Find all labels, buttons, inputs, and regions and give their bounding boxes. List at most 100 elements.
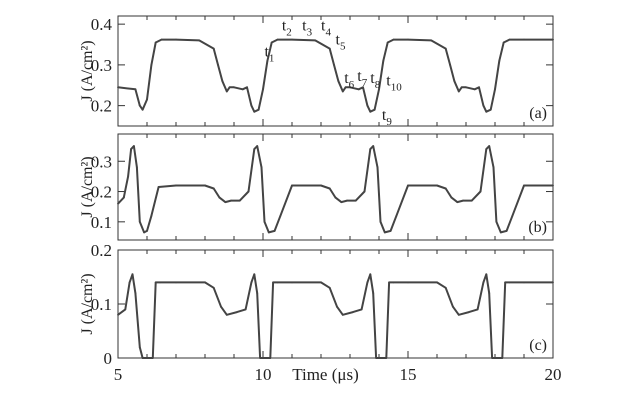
- data-point: [328, 47, 331, 50]
- data-point: [117, 313, 119, 316]
- data-point: [253, 148, 256, 151]
- annotation-base: t: [264, 44, 269, 61]
- data-point: [175, 38, 177, 41]
- y-tick-label: 0.1: [91, 295, 112, 314]
- data-point: [175, 184, 177, 187]
- annotation-base: t: [282, 17, 287, 34]
- data-point: [154, 281, 157, 284]
- annotation-sub: 4: [325, 26, 331, 38]
- x-tick-label: 20: [545, 365, 562, 384]
- y-tick-label: 0.1: [91, 213, 112, 232]
- data-point: [452, 305, 454, 308]
- data-point: [449, 63, 451, 66]
- panel-label: (c): [529, 337, 547, 354]
- data-point: [392, 281, 395, 284]
- annotation-sub: 2: [286, 26, 292, 38]
- data-point: [504, 281, 507, 284]
- annotation-t4: t4: [321, 17, 331, 38]
- data-point: [146, 230, 148, 232]
- data-point: [388, 281, 391, 284]
- data-point: [259, 357, 261, 359]
- y-axis-label: J (A/cm²): [79, 156, 96, 217]
- data-point: [250, 104, 253, 107]
- data-point: [212, 286, 215, 289]
- data-point: [151, 357, 154, 359]
- data-point: [523, 184, 525, 187]
- data-point: [340, 201, 343, 204]
- data-point: [462, 199, 464, 202]
- data-point: [349, 86, 351, 89]
- data-point: [141, 357, 144, 359]
- data-point: [491, 357, 493, 359]
- annotation-t2: t2: [282, 17, 292, 38]
- data-point: [470, 199, 473, 202]
- data-point: [334, 196, 337, 199]
- data-point: [135, 166, 138, 169]
- data-point: [378, 88, 380, 91]
- data-point: [505, 230, 508, 232]
- data-point: [212, 47, 215, 50]
- panel-2: 0.1 0.2 0.3J (A/cm²) (b): [79, 133, 554, 241]
- data-point: [256, 292, 259, 295]
- y-tick-label: 0.3: [91, 56, 112, 75]
- data-point: [221, 80, 224, 83]
- data-point: [138, 346, 141, 349]
- data-point: [476, 308, 479, 311]
- data-point: [328, 286, 331, 289]
- data-point: [366, 281, 369, 284]
- data-point: [241, 88, 244, 91]
- data-point: [362, 86, 364, 89]
- data-point: [128, 281, 131, 284]
- data-point: [450, 196, 453, 199]
- annotation-sub: 10: [391, 81, 403, 93]
- y-tick-label: 0.2: [91, 183, 112, 202]
- data-point: [375, 357, 377, 359]
- data-point: [444, 47, 447, 50]
- data-point: [498, 59, 501, 62]
- plot-frame: [117, 133, 554, 241]
- data-point: [502, 41, 505, 44]
- data-point: [256, 145, 259, 148]
- data-point: [134, 88, 137, 91]
- data-point: [473, 88, 476, 91]
- data-point: [212, 187, 215, 190]
- data-point: [523, 38, 525, 41]
- data-point: [143, 231, 146, 234]
- data-point: [228, 86, 231, 89]
- data-point: [453, 80, 456, 83]
- data-point: [160, 38, 163, 41]
- data-point: [485, 110, 488, 113]
- data-point: [372, 145, 375, 148]
- data-point: [495, 220, 498, 223]
- data-point: [460, 86, 463, 89]
- panel-3: 0 0.1 0.2 J (A/cm²) (c) 5 10 15 20 Time (μs): [79, 241, 562, 384]
- data-point: [134, 292, 137, 295]
- data-point: [499, 231, 502, 234]
- annotation-sub: 6: [349, 79, 355, 91]
- data-point: [372, 292, 375, 295]
- annotation-sub: 7: [362, 77, 368, 89]
- data-point: [379, 220, 382, 223]
- data-point: [225, 90, 228, 93]
- data-point: [276, 38, 279, 41]
- data-point: [360, 308, 363, 311]
- x-tick-label: 5: [114, 365, 123, 384]
- y-tick-label: 0.2: [91, 97, 112, 116]
- data-point: [320, 281, 322, 284]
- data-point: [133, 145, 135, 148]
- data-point: [494, 88, 496, 91]
- data-point: [492, 166, 495, 169]
- data-point: [291, 184, 293, 187]
- annotation-base: t: [321, 17, 326, 34]
- annotation-t3: t3: [302, 17, 312, 38]
- data-point: [523, 281, 525, 284]
- data-point: [478, 86, 480, 89]
- data-point: [482, 281, 485, 284]
- data-point: [407, 184, 409, 187]
- data-point: [276, 281, 279, 284]
- annotation-sub: 8: [375, 79, 381, 91]
- data-point: [198, 39, 201, 42]
- data-point: [138, 104, 141, 107]
- annotation-base: t: [336, 32, 341, 49]
- data-point: [230, 199, 233, 202]
